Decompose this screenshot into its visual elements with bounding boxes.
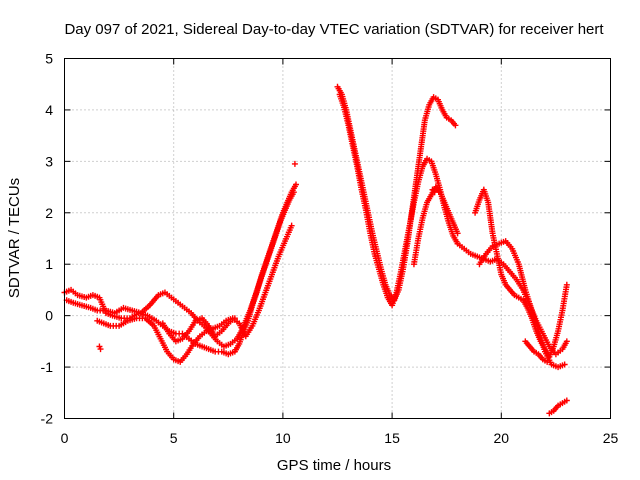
data-point: [290, 189, 297, 196]
data-point: [563, 397, 570, 404]
data-point: [544, 358, 551, 365]
y-tick-labels: -2 -1 0 1 2 3 4 5: [41, 51, 54, 427]
x-tick-label: 10: [275, 430, 291, 446]
x-tick-label: 5: [170, 430, 178, 446]
data-point: [288, 222, 295, 229]
x-tick-label: 0: [61, 430, 69, 446]
y-tick-label: 4: [45, 102, 53, 118]
x-tick-labels: 0 5 10 15 20 25: [61, 430, 619, 446]
data-point: [231, 315, 238, 322]
grid: [64, 58, 611, 419]
x-tick-label: 25: [603, 430, 619, 446]
y-tick-label: 1: [45, 256, 53, 272]
y-tick-label: -1: [41, 359, 54, 375]
x-axis-label: GPS time / hours: [277, 457, 391, 474]
y-tick-label: -2: [41, 411, 54, 427]
data-point: [291, 160, 298, 167]
data-point: [431, 189, 438, 196]
data-points: [61, 83, 570, 417]
y-axis-label: SDTVAR / TECUs: [6, 178, 23, 298]
data-point: [563, 338, 570, 345]
chart-title: Day 097 of 2021, Sidereal Day-to-day VTE…: [64, 21, 604, 38]
x-tick-label: 15: [384, 430, 400, 446]
data-point: [561, 361, 568, 368]
data-point: [563, 281, 570, 288]
x-tick-label: 20: [494, 430, 510, 446]
data-point: [293, 181, 300, 188]
plot-frame: [64, 58, 611, 419]
y-tick-label: 2: [45, 205, 53, 221]
y-tick-label: 5: [45, 51, 53, 67]
data-point: [452, 122, 459, 129]
axis-ticks: [64, 58, 611, 419]
y-tick-label: 0: [45, 308, 53, 324]
data-point: [97, 346, 104, 353]
data-point: [454, 230, 461, 237]
y-tick-label: 3: [45, 153, 53, 169]
